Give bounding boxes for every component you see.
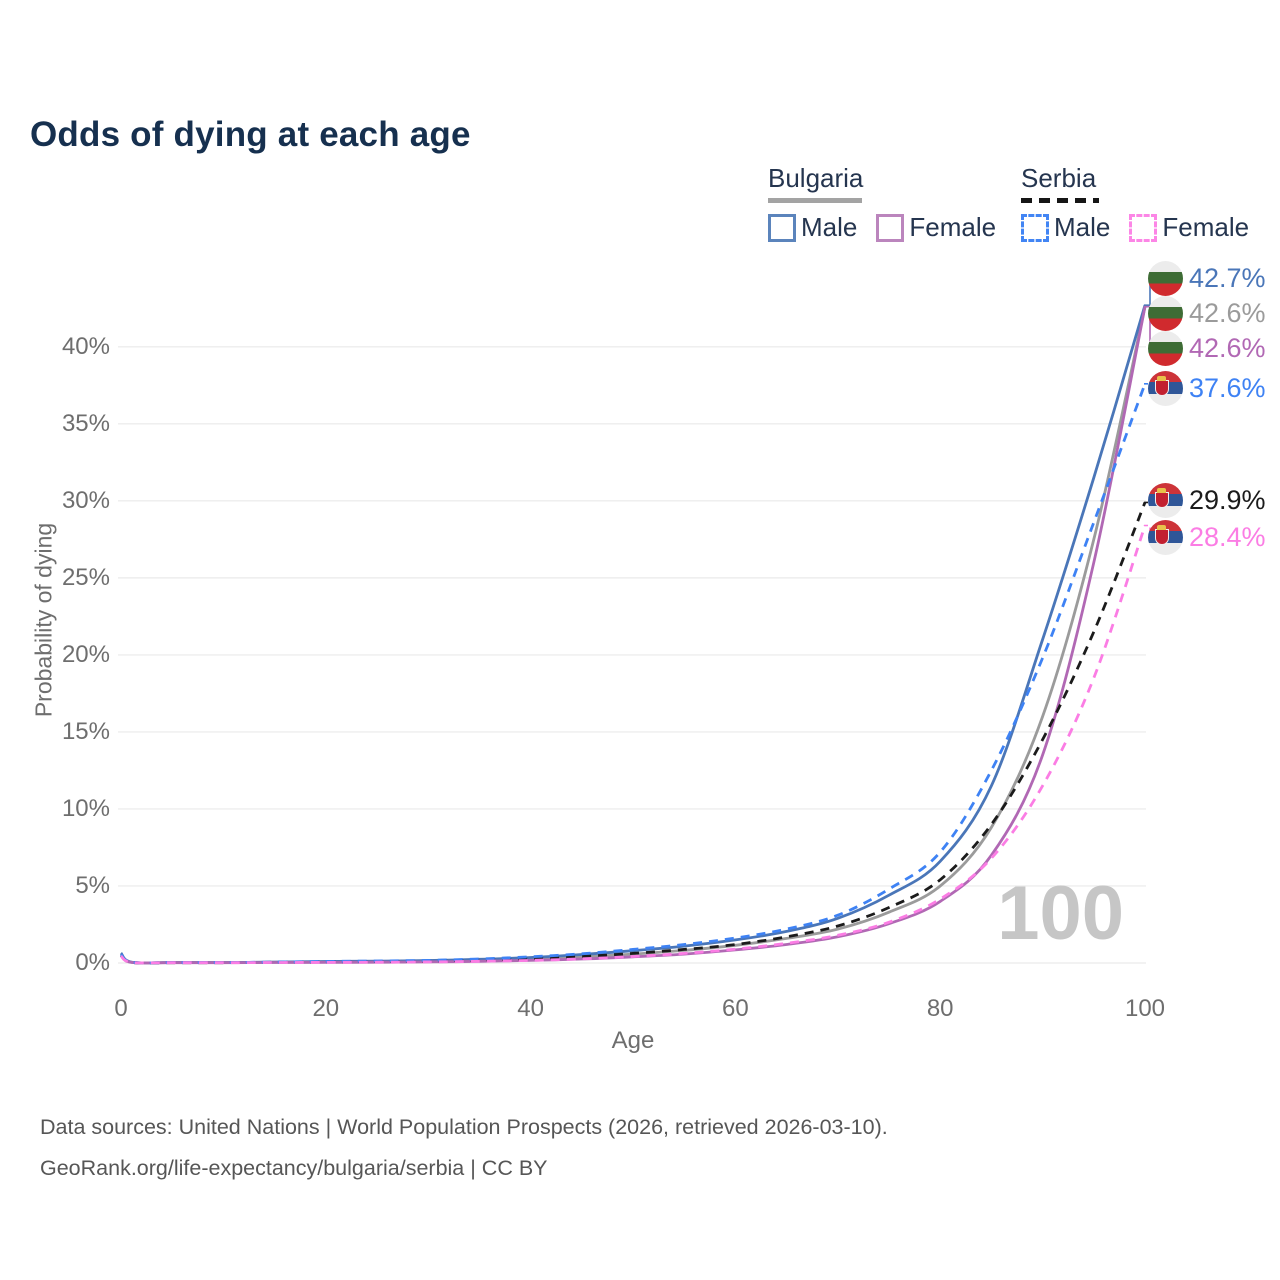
y-tick-label: 15% xyxy=(61,717,110,745)
line-serbia-male[interactable] xyxy=(119,383,1147,965)
bulgaria-flag-icon xyxy=(1148,330,1183,366)
end-label-bulgaria-both-sexes: 42.6% xyxy=(1148,295,1266,331)
legend-group-serbia: Serbia Male Female xyxy=(1021,163,1268,243)
y-tick-label: 40% xyxy=(61,332,110,360)
x-tick-label: 20 xyxy=(312,995,340,1022)
page-title: Odds of dying at each age xyxy=(30,115,471,155)
legend-item-label: Female xyxy=(909,212,997,242)
legend-item-label: Female xyxy=(1162,212,1250,242)
x-tick-label: 100 xyxy=(1124,995,1166,1022)
y-tick-label: 20% xyxy=(61,640,110,668)
x-tick-label: 60 xyxy=(722,995,749,1022)
legend-item-label: Male xyxy=(801,212,858,242)
y-axis-title: Probability of dying xyxy=(30,522,57,718)
data-source-attribution: Data sources: United Nations | World Pop… xyxy=(40,1107,888,1189)
legend-item-bulgaria-male[interactable]: Male xyxy=(768,212,857,243)
end-value-label: 29.9% xyxy=(1189,484,1266,515)
legend-item-serbia-male[interactable]: Male xyxy=(1021,212,1110,243)
serbia-flag-icon xyxy=(1148,482,1183,518)
age-counter-watermark: 100 xyxy=(997,871,1124,956)
x-tick-label: 40 xyxy=(517,995,544,1022)
serbia-flag-icon xyxy=(1148,370,1183,406)
legend-country-serbia: Serbia xyxy=(1021,163,1097,193)
end-value-label: 28.4% xyxy=(1189,521,1266,552)
legend-line-style-bulgaria xyxy=(768,198,862,203)
y-tick-label: 25% xyxy=(61,563,110,591)
bulgaria-male-swatch-icon xyxy=(768,213,796,242)
bulgaria-flag-icon xyxy=(1148,295,1183,331)
y-tick-label: 0% xyxy=(75,949,110,976)
y-tick-label: 5% xyxy=(75,871,110,899)
line-bulgaria-both-sexes[interactable] xyxy=(119,306,1147,965)
end-value-label: 37.6% xyxy=(1189,372,1266,403)
serbia-flag-icon xyxy=(1148,519,1183,555)
end-label-serbia-both-sexes: 29.9% xyxy=(1148,482,1266,518)
legend-line-style-serbia xyxy=(1021,198,1099,203)
y-tick-label: 30% xyxy=(61,486,110,514)
x-axis-title: Age xyxy=(611,1027,655,1054)
x-tick-label: 80 xyxy=(926,995,954,1022)
end-value-label: 42.6% xyxy=(1189,297,1266,328)
end-label-bulgaria-male: 42.7% xyxy=(1148,260,1266,296)
end-value-label: 42.7% xyxy=(1189,262,1266,293)
line-serbia-both-sexes[interactable] xyxy=(119,501,1147,965)
serbia-female-swatch-icon xyxy=(1129,213,1158,242)
end-value-label: 42.6% xyxy=(1189,332,1266,363)
end-label-serbia-female: 28.4% xyxy=(1148,519,1266,555)
bulgaria-female-swatch-icon xyxy=(876,213,905,242)
legend-item-label: Male xyxy=(1054,212,1111,242)
bulgaria-flag-icon xyxy=(1148,260,1183,296)
end-label-bulgaria-female: 42.6% xyxy=(1148,330,1266,366)
y-tick-label: 10% xyxy=(61,794,110,822)
legend-group-bulgaria: Bulgaria Male Female xyxy=(768,163,1015,243)
end-label-serbia-male: 37.6% xyxy=(1148,370,1266,406)
line-bulgaria-female[interactable] xyxy=(119,306,1147,965)
y-tick-label: 35% xyxy=(61,409,110,437)
line-serbia-female[interactable] xyxy=(120,525,1147,965)
legend-item-serbia-female[interactable]: Female xyxy=(1129,212,1249,243)
source-line-1: Data sources: United Nations | World Pop… xyxy=(40,1115,888,1139)
legend-item-bulgaria-female[interactable]: Female xyxy=(876,212,996,243)
line-bulgaria-male[interactable] xyxy=(119,304,1147,965)
x-tick-label: 0 xyxy=(114,995,128,1022)
source-line-2: GeoRank.org/life-expectancy/bulgaria/ser… xyxy=(40,1156,548,1180)
legend-country-bulgaria: Bulgaria xyxy=(768,163,864,193)
serbia-male-swatch-icon xyxy=(1021,213,1049,242)
